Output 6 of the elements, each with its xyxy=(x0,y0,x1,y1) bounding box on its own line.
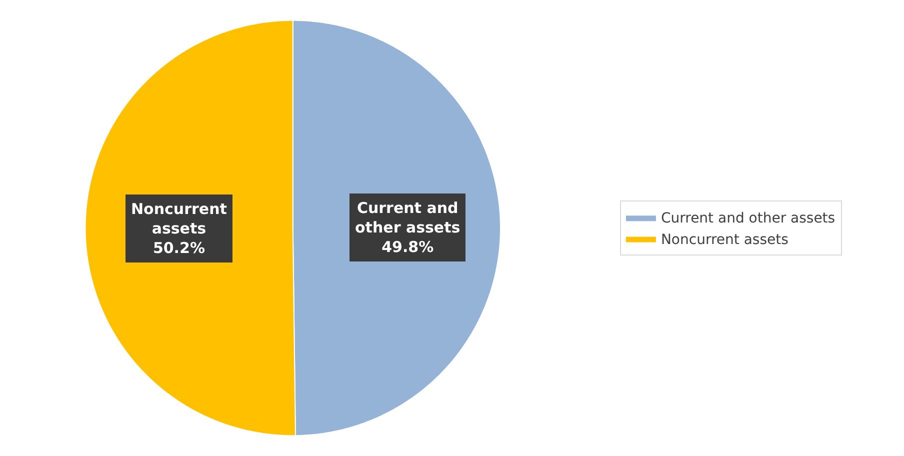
legend-label: Current and other assets xyxy=(660,210,836,227)
data-label: 49.8% xyxy=(382,238,434,256)
slice-label: Noncurrent assets xyxy=(131,200,227,238)
data-label: 50.2% xyxy=(152,239,205,257)
slice-label: Current and other assets xyxy=(355,199,460,236)
legend-label: Noncurrent assets xyxy=(660,232,788,248)
